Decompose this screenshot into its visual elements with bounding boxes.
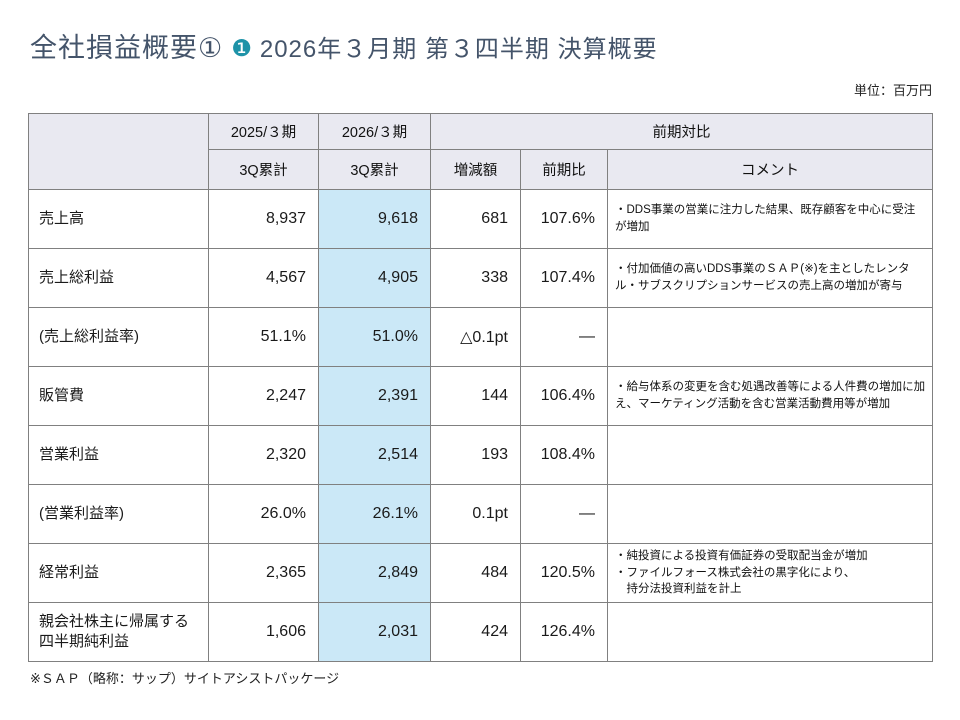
curr-value: 9,618 <box>318 189 431 249</box>
comment-cell <box>606 307 934 367</box>
curr-subheader: 3Q累計 <box>318 149 431 190</box>
change-value: 484 <box>430 542 521 604</box>
row-label: 売上総利益 <box>28 248 209 308</box>
curr-value: 26.1% <box>318 484 431 544</box>
comparison-group-header: 前期対比 <box>429 113 934 150</box>
pl-summary-table: 2025/３期 2026/３期 前期対比 3Q累計 3Q累計 増減額 前期比 コ… <box>28 113 934 663</box>
prev-value: 2,320 <box>208 425 319 485</box>
yoy-value: ― <box>520 484 608 544</box>
row-label: (売上総利益率) <box>28 307 209 367</box>
circled-one-icon: ❶ <box>231 35 252 61</box>
row-label: 営業利益 <box>28 425 209 485</box>
comment-cell <box>606 425 934 485</box>
prev-value: 2,365 <box>208 542 319 604</box>
prev-subheader: 3Q累計 <box>208 149 319 190</box>
table-row: (営業利益率) 26.0% 26.1% 0.1pt ― <box>28 484 934 544</box>
unit-label: 単位：百万円 <box>853 83 932 98</box>
title-main: 全社損益概要① <box>30 33 224 63</box>
row-label: 経常利益 <box>28 542 209 604</box>
comment-column-header: コメント <box>606 149 934 190</box>
comment-cell <box>606 602 934 663</box>
comment-cell: ・給与体系の変更を含む処遇改善等による人件費の増加に加え、マーケティング活動を含… <box>606 366 934 426</box>
table-header-row-subcolumns: 3Q累計 3Q累計 増減額 前期比 コメント <box>29 149 934 190</box>
prev-value: 26.0% <box>208 484 319 544</box>
curr-value: 4,905 <box>318 248 431 308</box>
prev-value: 8,937 <box>208 189 319 249</box>
title-sub: 2026年３月期 第３四半期 決算概要 <box>259 36 658 63</box>
curr-value: 2,514 <box>318 425 431 485</box>
footnote: ※ＳＡＰ（略称：サップ）サイトアシストパッケージ <box>30 671 340 686</box>
row-label: 販管費 <box>28 366 209 426</box>
change-value: 338 <box>430 248 521 308</box>
table-row: (売上総利益率) 51.1% 51.0% △0.1pt ― <box>28 307 934 367</box>
comment-cell <box>606 484 934 544</box>
table-row: 経常利益 2,365 2,849 484 120.5% ・純投資による投資有価証… <box>28 542 934 604</box>
row-label: 売上高 <box>28 189 209 249</box>
change-value: 424 <box>430 602 521 663</box>
row-label: (営業利益率) <box>28 484 209 544</box>
curr-period-header: 2026/３期 <box>318 113 431 150</box>
table-row: 営業利益 2,320 2,514 193 108.4% <box>28 425 934 485</box>
prev-value: 2,247 <box>208 366 319 426</box>
change-value: 681 <box>430 189 521 249</box>
change-value: 193 <box>430 425 521 485</box>
change-column-header: 増減額 <box>430 149 521 190</box>
yoy-value: ― <box>520 307 608 367</box>
curr-value: 2,031 <box>318 602 431 663</box>
page-title: 全社損益概要① ❶ 2026年３月期 第３四半期 決算概要 <box>30 26 658 65</box>
change-value: 144 <box>430 366 521 426</box>
prev-value: 51.1% <box>208 307 319 367</box>
prev-period-header: 2025/３期 <box>208 113 319 150</box>
yoy-value: 108.4% <box>520 425 608 485</box>
table-row: 販管費 2,247 2,391 144 106.4% ・給与体系の変更を含む処遇… <box>28 366 934 426</box>
prev-value: 1,606 <box>208 602 319 663</box>
table-row: 親会社株主に帰属する四半期純利益 1,606 2,031 424 126.4% <box>28 602 934 663</box>
curr-value: 2,391 <box>318 366 431 426</box>
label-column-header <box>28 113 209 190</box>
table-row: 売上高 8,937 9,618 681 107.6% ・DDS事業の営業に注力し… <box>28 189 934 249</box>
change-value: 0.1pt <box>430 484 521 544</box>
comment-cell: ・DDS事業の営業に注力した結果、既存顧客を中心に受注が増加 <box>606 189 934 249</box>
yoy-value: 106.4% <box>520 366 608 426</box>
table-header-row-periods: 2025/３期 2026/３期 前期対比 <box>28 113 934 190</box>
yoy-value: 107.6% <box>520 189 608 249</box>
yoy-column-header: 前期比 <box>520 149 608 190</box>
prev-value: 4,567 <box>208 248 319 308</box>
yoy-value: 126.4% <box>520 602 608 663</box>
yoy-value: 120.5% <box>520 542 608 604</box>
comment-cell: ・純投資による投資有価証券の受取配当金が増加 ・ファイルフォース株式会社の黒字化… <box>606 542 934 604</box>
curr-value: 2,849 <box>318 542 431 604</box>
row-label: 親会社株主に帰属する四半期純利益 <box>28 602 209 663</box>
curr-value: 51.0% <box>318 307 431 367</box>
change-value: △0.1pt <box>430 307 521 367</box>
table-row: 売上総利益 4,567 4,905 338 107.4% ・付加価値の高いDDS… <box>28 248 934 308</box>
comment-cell: ・付加価値の高いDDS事業のＳＡＰ(※)を主としたレンタル・サブスクリプションサ… <box>606 248 934 308</box>
yoy-value: 107.4% <box>520 248 608 308</box>
